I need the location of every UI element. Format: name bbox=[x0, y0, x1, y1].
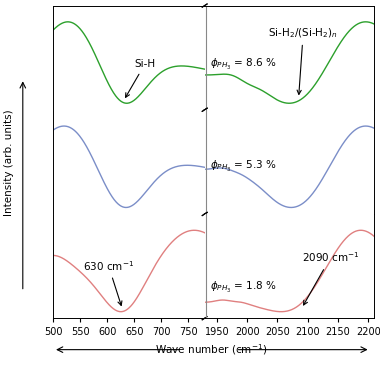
Text: Wave number (cm$^{-1}$): Wave number (cm$^{-1}$) bbox=[155, 342, 267, 357]
Text: 2090 cm$^{-1}$: 2090 cm$^{-1}$ bbox=[302, 250, 359, 305]
Text: Si-H: Si-H bbox=[125, 59, 155, 97]
Text: Intensity (arb. units): Intensity (arb. units) bbox=[5, 110, 14, 216]
Text: 630 cm$^{-1}$: 630 cm$^{-1}$ bbox=[83, 259, 134, 305]
Text: $\phi_{PH_3}$ = 5.3 %: $\phi_{PH_3}$ = 5.3 % bbox=[209, 159, 276, 174]
Text: $\phi_{PH_3}$ = 1.8 %: $\phi_{PH_3}$ = 1.8 % bbox=[209, 280, 276, 295]
Text: $\phi_{PH_3}$ = 8.6 %: $\phi_{PH_3}$ = 8.6 % bbox=[209, 57, 276, 72]
Text: Si-H$_2$/(Si-H$_2$)$_n$: Si-H$_2$/(Si-H$_2$)$_n$ bbox=[268, 26, 338, 94]
